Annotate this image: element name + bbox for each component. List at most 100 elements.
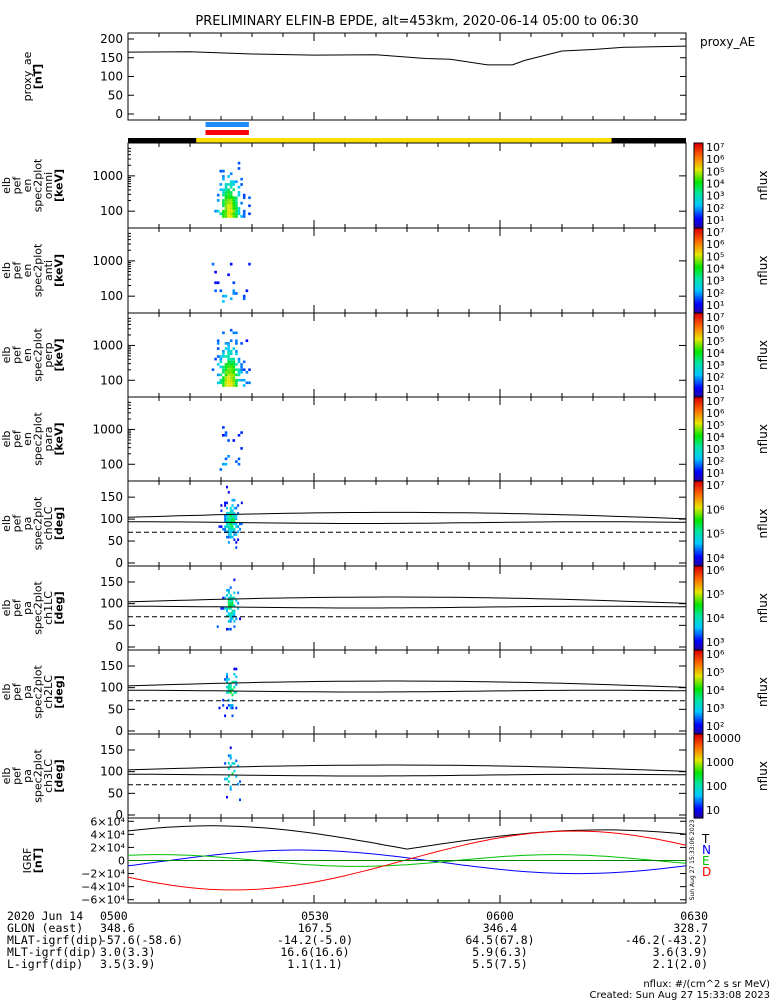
colorbar-segment <box>694 310 703 314</box>
spectrogram-pixel <box>219 212 223 216</box>
spectrogram-pixel <box>216 342 220 345</box>
spectrogram-pixel <box>232 204 236 208</box>
colorbar-segment <box>694 561 703 565</box>
pa-pixel <box>226 685 228 689</box>
colorbar-tick-label: 10⁷ <box>706 395 724 408</box>
colorbar-segment <box>694 763 703 767</box>
energy-ylabel-line: pef <box>10 261 23 280</box>
energy-ylabel-line: en <box>21 432 34 446</box>
spectrogram-pixel <box>235 373 238 377</box>
energy-ylabel-line: omni <box>42 172 55 199</box>
spectrogram-pixel <box>229 180 233 184</box>
spectrogram-pixel <box>248 196 251 200</box>
spectrogram-pixel <box>224 363 228 366</box>
loss-cone-curve <box>127 596 687 604</box>
colorbar-segment <box>694 525 703 529</box>
spectrogram-pixel <box>211 262 215 266</box>
colorbar-segment <box>694 626 703 630</box>
y-tick-label: 150 <box>100 743 123 757</box>
colorbar-tick-label: 10³ <box>706 443 724 456</box>
spectrogram-pixel <box>232 439 236 442</box>
colorbar-segment <box>694 168 703 172</box>
colorbar-segment <box>694 221 703 225</box>
spectrogram-pixel <box>222 381 225 385</box>
footer-value: 0500 <box>100 909 128 923</box>
pa-pixel <box>226 795 228 799</box>
spectrogram-pixel <box>245 339 249 342</box>
colorbar-segment <box>694 519 703 522</box>
colorbar-segment <box>694 698 703 701</box>
spectrogram-pixel <box>232 381 236 385</box>
spectrogram-pixel <box>232 196 236 200</box>
igrf-ylabel-line: IGRF <box>21 848 34 874</box>
pa-pixel <box>231 772 234 776</box>
colorbar-label: nflux <box>756 171 770 201</box>
colorbar-segment <box>694 811 703 815</box>
colorbar-segment <box>694 430 703 434</box>
colorbar-segment <box>694 782 703 785</box>
spectrogram-pixel <box>224 207 228 210</box>
spectrogram-pixel <box>229 183 233 186</box>
colorbar-segment <box>694 481 703 484</box>
colorbar-segment <box>694 776 703 779</box>
spectrogram-pixel <box>219 378 223 382</box>
colorbar-segment <box>694 597 703 601</box>
y-tick-label: 1000 <box>92 169 123 183</box>
pa-pixel <box>218 706 221 710</box>
colorbar-segment <box>694 650 703 653</box>
pa-pixel <box>237 591 240 595</box>
spectrogram-pixel <box>216 381 220 385</box>
footer-value: 1.1(1.1) <box>287 957 342 971</box>
colorbar-segment <box>694 462 703 465</box>
pa-pixel <box>237 530 240 534</box>
spectrogram-pixel <box>227 455 230 458</box>
spectrogram-pixel <box>227 209 230 213</box>
footer-value: 2.1(2.0) <box>653 957 708 971</box>
footer-value: 0630 <box>680 909 708 923</box>
colorbar-segment <box>694 523 703 527</box>
spectrogram-pixels <box>211 262 251 303</box>
colorbar-label: nflux <box>756 677 770 707</box>
colorbar-segment <box>694 472 703 476</box>
colorbar-segment <box>694 704 703 708</box>
spectrogram-pixel <box>222 215 225 218</box>
spectrogram-pixel <box>229 365 233 369</box>
colorbar-segment <box>694 238 703 242</box>
footer-value: 0530 <box>301 909 329 923</box>
colorbar-segment <box>694 542 703 546</box>
colorbar-segment <box>694 405 703 409</box>
colorbar-segment <box>694 394 703 398</box>
pa-ylabel-line: elb <box>0 684 13 701</box>
spectrogram-pixel <box>227 344 230 348</box>
pa-pixel <box>229 517 232 520</box>
colorbar-segment <box>694 315 703 318</box>
spectrogram-pixel <box>242 297 246 301</box>
colorbar-segment <box>694 409 703 413</box>
colorbar-segment <box>694 555 703 559</box>
spectrogram-pixel <box>232 331 236 335</box>
spectrogram-pixel <box>224 183 228 186</box>
spectrogram-pixel <box>235 368 238 371</box>
pa-pixel <box>226 535 228 539</box>
colorbar-segment <box>694 493 703 497</box>
colorbar-segment <box>694 546 703 550</box>
pa-ylabel-line: ch3LC <box>42 759 55 793</box>
y-tick-label: 2×10⁴ <box>90 841 125 854</box>
spectrogram-pixel <box>224 434 228 437</box>
pa-ylabel-line: pef <box>10 682 23 701</box>
colorbar-segment <box>694 397 703 400</box>
colorbar-segment <box>694 298 703 301</box>
pa-pixel <box>235 775 238 778</box>
spectrogram-pixel <box>237 191 241 194</box>
colorbar-segment <box>694 710 703 714</box>
spectrogram-pixel <box>224 378 228 382</box>
spectrogram-pixel <box>224 196 228 200</box>
colorbar-label: nflux <box>756 509 770 539</box>
igrf-ylabel-line: [nT] <box>31 848 44 873</box>
colorbar-segment <box>694 639 703 643</box>
pa-pixel <box>227 685 230 689</box>
pa-pixel <box>226 525 228 528</box>
pa-pixel <box>233 522 236 526</box>
spectrogram-pixel <box>248 368 251 371</box>
